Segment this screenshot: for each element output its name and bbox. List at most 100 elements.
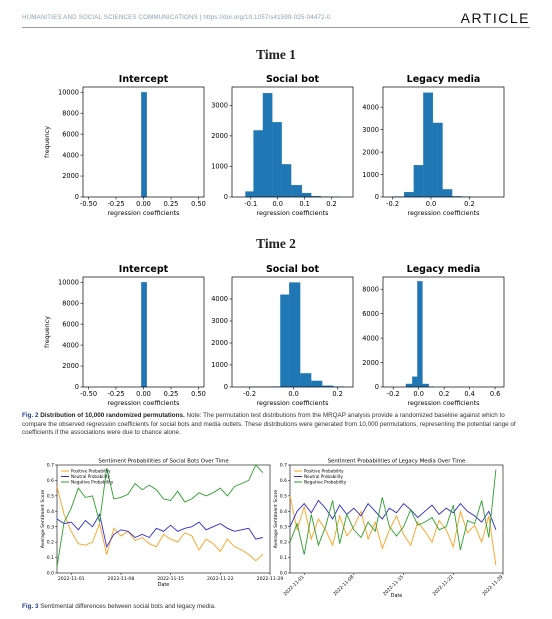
fig2-caption-text: Note: The permutation test distributions… [22,412,516,437]
plot-frame [231,276,354,388]
legend-label: Neutral Probability [71,474,110,479]
hist-bar [291,184,303,198]
hist-chart-1: -0.1 0.0 0.1 0.2 0 1000 2000 3000 Social bot regr… [211,74,354,217]
y-tick-label: 0 [224,193,228,201]
fig3-caption-text: Sentimental differences between social b… [38,603,216,610]
y-tick-label: 3000 [211,317,228,325]
plot-frame [56,464,271,574]
y-tick-label: 2000 [211,339,228,347]
x-tick-label: 2022-11-15 [382,574,405,597]
x-tick-label: 2022-11-22 [432,574,455,597]
y-tick-label: 8000 [62,299,79,307]
x-axis-label: regression coefficients [408,399,481,407]
x-tick-label: 2022-11-29 [481,574,504,597]
x-tick-label: 2022-11-01 [58,576,85,582]
y-tick-label: 0.1 [47,555,54,561]
time2-title: Time 2 [256,236,296,251]
chart-title: Intercept [119,264,169,275]
x-tick-label: 0.4 [464,390,475,398]
x-tick-label: 0.0 [272,200,283,208]
y-tick-label: 8000 [362,285,379,293]
x-tick-label: 2022-11-08 [108,576,135,582]
y-axis-label: Average Sentiment Score [273,490,279,549]
y-tick-label: 0.1 [280,555,287,561]
y-axis-label: Average Sentiment Score [40,490,46,549]
x-tick-label: 2022-11-29 [257,576,284,582]
plot-frame [289,464,504,574]
y-tick-label: 0.0 [280,571,287,577]
hist-bar [442,189,453,198]
legend-label: Positive Probability [71,469,111,474]
x-tick-label: 0.0 [426,200,437,208]
line-chart-7: 0.0 0.1 0.2 0.3 0.4 0.5 0.6 0.7 2022-11-01 2022-1… [273,459,504,600]
line-chart-6: 0.0 0.1 0.2 0.3 0.4 0.5 0.6 0.7 2022-11-01 2022-1… [40,459,283,589]
x-axis-label: regression coefficients [108,399,181,407]
series-line-2 [289,499,497,530]
legend-label: Neutral Probability [304,474,343,479]
hist-bar [253,130,264,198]
x-tick-label: 0.00 [136,390,151,398]
y-tick-label: 0.6 [47,478,54,484]
x-tick-label: -0.2 [386,200,399,208]
plot-frame [382,86,505,198]
x-tick-label: -0.50 [80,390,97,398]
hist-bar [405,383,413,388]
x-tick-label: 0.0 [413,390,424,398]
x-tick-label: -0.25 [107,200,124,208]
chart-title: Sentiment Probabilities of Legacy Media … [328,459,466,465]
fig3-caption-label: Fig. 3 [22,603,39,610]
hist-bar [404,191,414,198]
x-tick-label: 2022-11-01 [282,574,305,597]
y-tick-label: 2000 [62,172,79,180]
hist-bar [281,164,292,198]
x-tick-label: 2022-11-22 [207,576,234,582]
x-tick-label: -0.2 [387,390,400,398]
y-tick-label: 6000 [62,320,79,328]
x-tick-label: 0.50 [191,390,206,398]
x-tick-label: 2022-11-15 [157,576,184,582]
fig2-caption: Fig. 2 Distribution of 10,000 randomized… [22,412,530,438]
hist-bar [141,282,147,388]
y-tick-label: 0.5 [47,493,54,499]
y-tick-label: 2000 [362,359,379,367]
fig2-caption-label: Fig. 2 [22,412,39,419]
hist-bar [272,122,282,198]
chart-title: Legacy media [407,74,481,85]
y-tick-label: 8000 [62,109,79,117]
hist-bar [422,383,429,388]
hist-bar [417,281,423,388]
x-axis-label: regression coefficients [408,209,481,217]
x-tick-label: 2022-11-08 [332,574,355,597]
y-tick-label: 1000 [211,163,228,171]
y-tick-label: 3000 [362,126,379,134]
y-tick-label: 0.5 [280,493,287,499]
x-axis-label: Date [158,582,170,588]
x-tick-label: 0.25 [164,200,179,208]
hist-bar [432,122,443,198]
y-tick-label: 0 [75,193,79,201]
fig2-caption-title: Distribution of 10,000 randomized permut… [40,412,185,419]
y-tick-label: 0.0 [47,571,54,577]
hist-chart-3: -0.50 -0.25 0.00 0.25 0.50 0 2000 4000 6000 8000 1… [43,264,206,407]
y-tick-label: 0 [375,383,379,391]
x-axis-label: regression coefficients [257,209,330,217]
y-tick-label: 4000 [362,103,379,111]
hist-chart-4: -0.2 0.0 0.2 0 1000 2000 3000 4000 Social bot reg… [211,264,354,407]
y-tick-label: 0.7 [280,463,287,469]
hist-bar [423,92,434,198]
y-tick-label: 0.7 [47,463,54,469]
section-label: ARTICLE [460,10,530,26]
header-rule [22,27,530,28]
y-tick-label: 10000 [58,88,79,96]
x-tick-label: -0.25 [107,390,124,398]
y-axis-label: frequency [43,126,51,158]
legend-label: Positive Probability [304,469,344,474]
series-line-3 [56,464,264,567]
x-tick-label: 0.0 [288,390,299,398]
y-tick-label: 0 [375,193,379,201]
x-tick-label: 0.2 [439,390,450,398]
x-axis-label: regression coefficients [257,399,330,407]
y-tick-label: 0.3 [47,524,54,530]
x-tick-label: 0.2 [332,390,343,398]
